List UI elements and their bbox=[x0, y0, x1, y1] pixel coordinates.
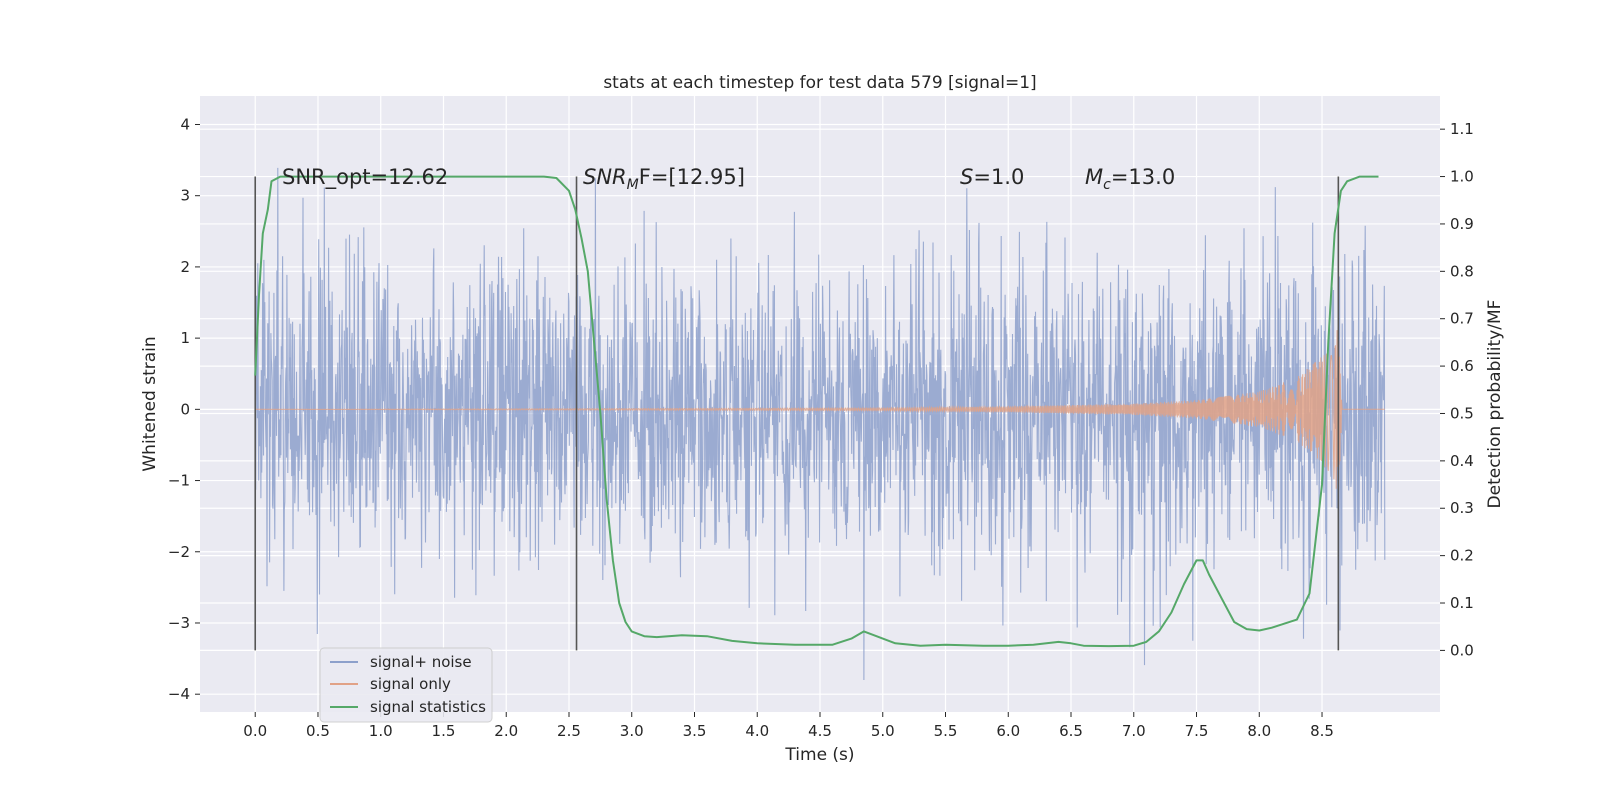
y-tick-label: 4 bbox=[180, 115, 190, 133]
x-axis-ticks: 0.0 0.5 1.0 1.5 2.0 2.5 3.0 3.5 4.0 4.5 5.0 5.5 6.0 6… bbox=[243, 712, 1334, 740]
y2-axis-label: Detection probability/MF bbox=[1485, 300, 1505, 509]
annotation-snr-opt: SNR_opt=12.62 bbox=[282, 165, 448, 190]
y-tick-label: 1 bbox=[180, 329, 190, 347]
y-tick-label: 0 bbox=[180, 400, 190, 418]
y2-tick-label: 0.0 bbox=[1450, 641, 1474, 659]
x-tick-label: 4.5 bbox=[808, 722, 832, 740]
x-tick-label: 8.5 bbox=[1310, 722, 1334, 740]
y-axis-ticks: −4 −3 −2 −1 0 1 2 3 4 bbox=[168, 115, 200, 703]
x-tick-label: 4.0 bbox=[745, 722, 769, 740]
x-tick-label: 7.5 bbox=[1185, 722, 1209, 740]
x-tick-label: 2.5 bbox=[557, 722, 581, 740]
x-tick-label: 0.0 bbox=[243, 722, 267, 740]
x-axis-label: Time (s) bbox=[784, 745, 854, 765]
x-tick-label: 1.0 bbox=[369, 722, 393, 740]
y2-tick-label: 0.8 bbox=[1450, 262, 1474, 280]
legend-label-signal-statistics: signal statistics bbox=[370, 698, 486, 716]
y2-tick-label: 0.6 bbox=[1450, 357, 1474, 375]
legend-box bbox=[319, 647, 493, 723]
y-axis-label: Whitened strain bbox=[140, 336, 160, 471]
annotation-s: S=1.0 bbox=[960, 165, 1024, 189]
x-tick-label: 3.5 bbox=[683, 722, 707, 740]
y-tick-label: −3 bbox=[168, 614, 190, 632]
y-tick-label: −1 bbox=[168, 472, 190, 490]
x-tick-label: 2.0 bbox=[494, 722, 518, 740]
y2-tick-label: 0.7 bbox=[1450, 310, 1474, 328]
y2-tick-label: 0.5 bbox=[1450, 404, 1474, 422]
signal-statistics-line bbox=[254, 175, 1379, 648]
x-tick-label: 8.0 bbox=[1247, 722, 1271, 740]
legend-label-signal-noise: signal+ noise bbox=[370, 653, 472, 671]
x-tick-label: 7.0 bbox=[1122, 722, 1146, 740]
x-tick-label: 0.5 bbox=[306, 722, 330, 740]
y2-tick-label: 1.0 bbox=[1450, 168, 1474, 186]
y2-tick-label: 0.4 bbox=[1450, 452, 1474, 470]
y2-tick-label: 1.1 bbox=[1450, 120, 1474, 138]
y2-axis-ticks: 0.0 0.1 0.2 0.3 0.4 0.5 0.6 0.7 0.8 0.9 1.0 1.1 bbox=[1440, 120, 1474, 659]
y2-tick-label: 0.9 bbox=[1450, 215, 1474, 233]
y2-tick-label: 0.2 bbox=[1450, 547, 1474, 565]
y-tick-label: 2 bbox=[180, 258, 190, 276]
x-tick-label: 5.0 bbox=[871, 722, 895, 740]
x-tick-label: 6.0 bbox=[996, 722, 1020, 740]
y-tick-label: −4 bbox=[168, 685, 190, 703]
chart-title: stats at each timestep for test data 579… bbox=[603, 73, 1036, 93]
signal-only-line bbox=[255, 327, 1385, 498]
x-tick-label: 1.5 bbox=[432, 722, 456, 740]
series-signal-only bbox=[255, 327, 1385, 498]
x-tick-label: 6.5 bbox=[1059, 722, 1083, 740]
y-tick-label: 3 bbox=[180, 187, 190, 205]
series-signal-statistics bbox=[254, 175, 1379, 648]
annotation-snr-mf: SNRMF=[12.95] bbox=[583, 165, 745, 193]
y-tick-label: −2 bbox=[168, 543, 190, 561]
x-tick-label: 3.0 bbox=[620, 722, 644, 740]
legend-label-signal-only: signal only bbox=[370, 675, 451, 693]
legend: signal+ noise signal only signal statist… bbox=[319, 647, 493, 723]
vertical-markers bbox=[254, 176, 1340, 651]
annotation-mc: Mc=13.0 bbox=[1085, 165, 1175, 193]
y2-tick-label: 0.3 bbox=[1450, 499, 1474, 517]
x-tick-label: 5.5 bbox=[934, 722, 958, 740]
y2-tick-label: 0.1 bbox=[1450, 594, 1474, 612]
